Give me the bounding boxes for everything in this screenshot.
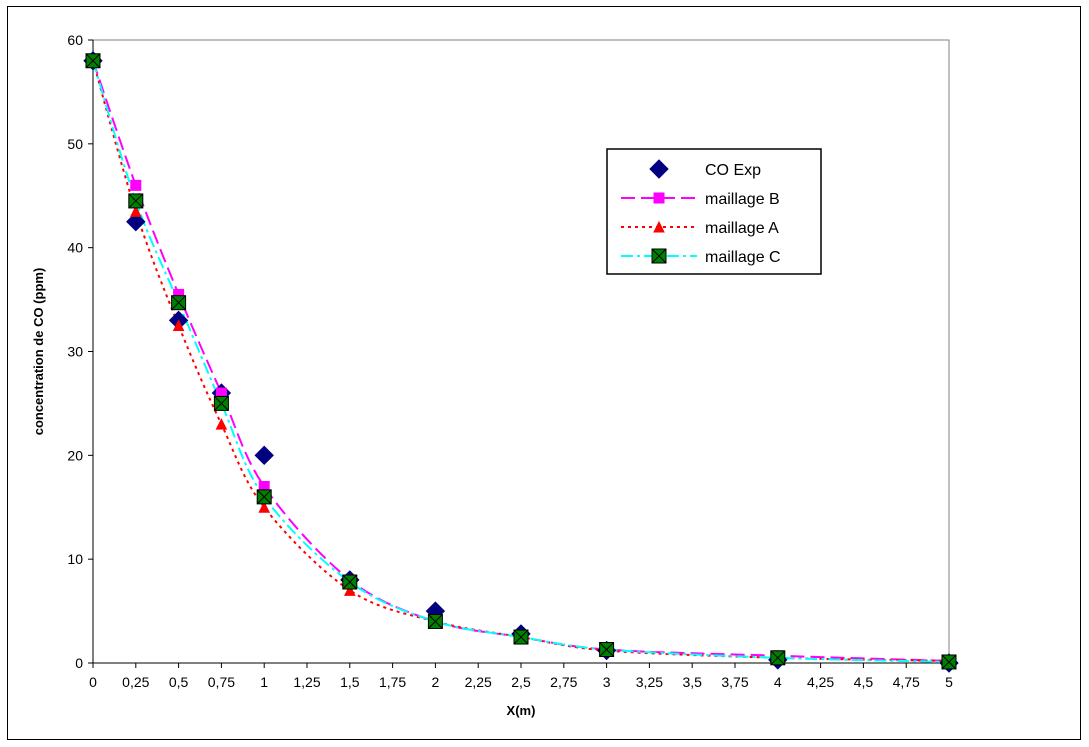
data-point (172, 319, 185, 332)
x-tick-label: 2 (432, 674, 440, 690)
x-tick-label: 4 (774, 674, 782, 690)
data-point-cross (428, 614, 443, 629)
x-tick-label: 5 (945, 674, 953, 690)
data-point (941, 654, 957, 670)
data-point (513, 629, 529, 645)
data-point (129, 205, 142, 217)
series-group (83, 51, 959, 673)
x-tick-label: 2,25 (465, 674, 492, 690)
data-point-cross (256, 489, 272, 505)
legend-label: CO Exp (705, 162, 761, 179)
data-point (126, 212, 146, 232)
series-line (92, 60, 950, 662)
data-point (171, 295, 187, 311)
legend-marker (653, 220, 665, 233)
x-tick-label: 1,75 (379, 674, 406, 690)
data-point (130, 179, 142, 191)
data-point-cross (599, 642, 614, 657)
x-tick-label: 4,75 (893, 674, 920, 690)
data-point-cross (513, 629, 529, 645)
y-tick-label: 60 (67, 32, 83, 48)
data-point (653, 220, 665, 233)
data-point-cross (651, 248, 667, 264)
plot-area (92, 39, 950, 664)
x-tick-label: 2,5 (511, 674, 531, 690)
x-tick-label: 3,25 (636, 674, 663, 690)
plot-background (92, 39, 950, 664)
y-tick-label: 50 (67, 136, 83, 152)
line-chart: 0 0,25 0,5 0,75 1 1,25 1,5 1,75 2 2,25 2,5 2,75 3 3,2… (31, 32, 959, 718)
data-point-cross (342, 574, 358, 590)
x-tick-label: 4,5 (854, 674, 874, 690)
x-tick-label: 3 (603, 674, 611, 690)
x-tick-label: 0,75 (208, 674, 235, 690)
legend-marker (651, 248, 667, 264)
data-point (258, 501, 271, 513)
data-point (651, 248, 667, 264)
x-tick-label: 3,75 (721, 674, 748, 690)
data-point (85, 53, 101, 69)
x-tick-label: 3,5 (682, 674, 702, 690)
series-markers (85, 53, 957, 670)
data-point (256, 489, 272, 505)
x-tick-label: 0,5 (169, 674, 189, 690)
data-point (427, 613, 443, 629)
data-point (653, 192, 665, 204)
data-point (213, 395, 229, 411)
legend-marker (653, 192, 665, 204)
legend-box (606, 148, 822, 275)
data-point (215, 418, 228, 430)
x-tick-label: 0 (89, 674, 97, 690)
axes: 0 0,25 0,5 0,75 1 1,25 1,5 1,75 2 2,25 2,5 2,75 3 3,2… (67, 32, 953, 690)
data-point-cross (171, 295, 186, 311)
data-point (770, 650, 786, 666)
data-point-cross (128, 193, 144, 209)
data-point (254, 445, 274, 466)
x-tick-label: 1,5 (340, 674, 360, 690)
data-point-cross (941, 654, 957, 670)
data-point (343, 584, 356, 596)
x-tick-label: 1 (260, 674, 268, 690)
x-tick-label: 2,75 (550, 674, 577, 690)
x-tick-label: 4,25 (807, 674, 834, 690)
data-point-cross (85, 53, 101, 69)
series-line (92, 60, 950, 663)
data-point (599, 642, 615, 658)
data-point-cross (770, 650, 786, 666)
y-axis-title: concentration de CO (ppm) (31, 268, 46, 436)
y-tick-label: 0 (75, 655, 83, 671)
y-tick-label: 40 (67, 240, 83, 256)
legend-label: maillage C (705, 249, 781, 266)
x-tick-label: 1,25 (293, 674, 320, 690)
y-tick-label: 10 (67, 551, 83, 567)
data-point (128, 193, 144, 209)
y-tick-label: 20 (67, 447, 83, 463)
chart-frame: 0 0,25 0,5 0,75 1 1,25 1,5 1,75 2 2,25 2,5 2,75 3 3,2… (7, 6, 1081, 740)
x-tick-label: 0,25 (122, 674, 149, 690)
legend-label: maillage B (705, 191, 780, 208)
data-point (649, 159, 669, 179)
y-tick-label: 30 (67, 344, 83, 360)
data-point (342, 574, 358, 590)
legend-marker (649, 159, 669, 179)
legend: CO Exp maillage B maillage A maillage C (606, 148, 822, 275)
x-axis-title: X(m) (507, 703, 536, 718)
data-point-cross (214, 396, 229, 411)
legend-label: maillage A (705, 220, 779, 237)
